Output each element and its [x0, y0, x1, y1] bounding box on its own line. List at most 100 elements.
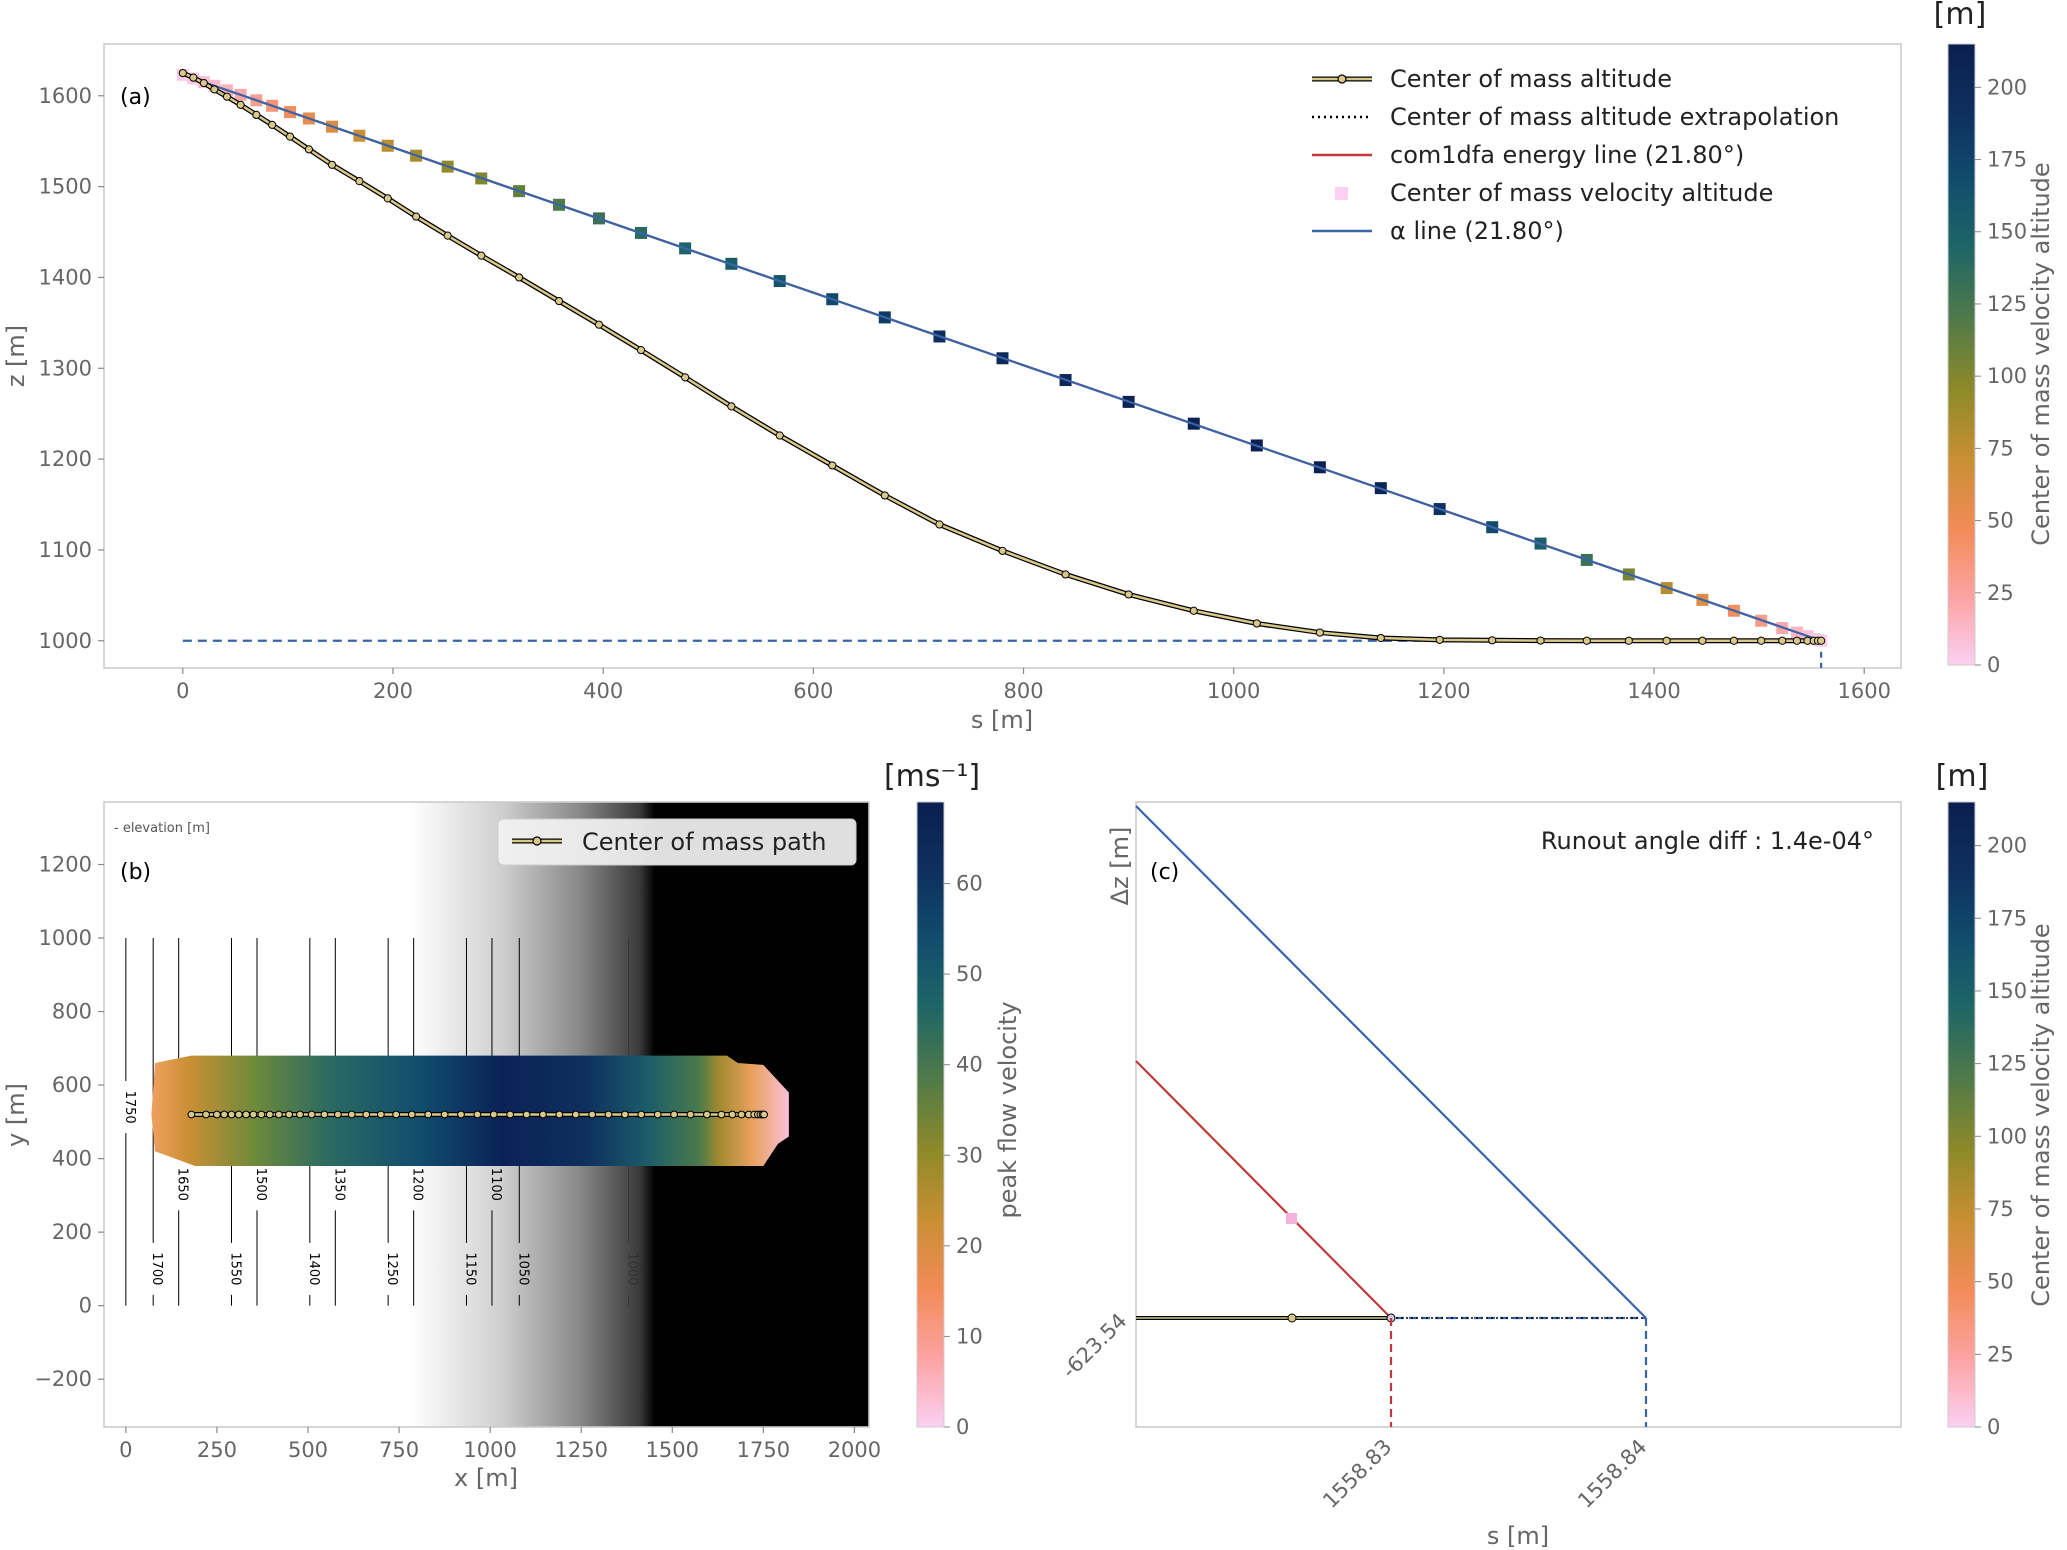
com-altitude-marker — [199, 78, 208, 88]
path-marker — [539, 1110, 547, 1119]
panel-b-y-label: y [m] — [2, 1083, 30, 1147]
com-altitude-marker — [1778, 636, 1787, 645]
panel-c-x-tick-2: 1558.84 — [1573, 1435, 1651, 1513]
com-altitude-marker — [1061, 570, 1070, 579]
path-marker — [702, 1110, 711, 1119]
colorbar-tick-label: 0 — [1987, 1415, 2000, 1439]
com-altitude-marker — [1488, 636, 1497, 645]
panel-b-tag: (b) — [120, 860, 151, 885]
panel-b-colorbar-label: peak flow velocity — [994, 1001, 1022, 1218]
contour-label: 1750 — [122, 1091, 137, 1124]
com-altitude-marker — [935, 520, 944, 529]
runout-angle-diff-note: Runout angle diff : 1.4e-04° — [1541, 827, 1874, 855]
contour-label: 1150 — [462, 1252, 477, 1285]
center-of-mass-path — [187, 1110, 768, 1119]
panel-c-frame — [1135, 801, 1902, 1428]
legend-path-label: Center of mass path — [582, 828, 826, 856]
path-marker — [407, 1110, 416, 1119]
colorbar-tick-label: 20 — [956, 1234, 983, 1258]
panel-a-y-ticks: 1000 1100 1200 1300 1400 1500 1600 — [39, 84, 104, 653]
panel-a: 0 200 400 600 800 1000 1200 1400 1600 1000110012… — [2, 0, 2055, 734]
com-altitude-marker — [1624, 636, 1633, 645]
path-marker — [571, 1110, 580, 1119]
path-marker — [296, 1110, 304, 1119]
path-marker — [249, 1110, 258, 1119]
x-tick-label: 1200 — [1417, 679, 1470, 703]
y-tick-label: 0 — [79, 1294, 92, 1318]
x-tick-label: 800 — [1003, 679, 1043, 703]
com-altitude-marker — [1252, 619, 1261, 628]
panel-b: 1750 1700 1650 1550 1500 1400 1350 1250 1200 1150… — [2, 759, 1022, 1492]
path-marker — [506, 1110, 515, 1119]
y-tick-label: 1000 — [39, 629, 92, 653]
path-marker — [320, 1110, 329, 1119]
colorbar-tick-label: 175 — [1987, 906, 2027, 930]
contour-label: 1200 — [410, 1168, 425, 1201]
path-marker — [522, 1110, 531, 1119]
panel-b-colorbar-unit: [ms⁻¹] — [884, 759, 980, 794]
y-tick-label: 600 — [52, 1073, 92, 1097]
path-marker — [653, 1110, 662, 1119]
com-altitude-marker — [1582, 636, 1591, 645]
path-marker — [728, 1110, 737, 1119]
com-altitude-marker — [1729, 636, 1739, 645]
y-tick-label: 1000 — [39, 926, 92, 950]
y-tick-label: 400 — [52, 1147, 92, 1171]
com-altitude-marker — [1757, 636, 1766, 645]
y-tick-label: 1200 — [39, 447, 92, 471]
path-marker — [213, 1110, 221, 1119]
path-marker — [604, 1110, 613, 1119]
x-tick-label: 1750 — [737, 1438, 790, 1462]
elevation-note: - elevation [m] — [114, 821, 210, 836]
panel-c-colorbar-ticks: 0 25 50 75 100 125 150 175 200 — [1975, 834, 2027, 1439]
path-marker — [187, 1110, 196, 1119]
com-altitude-marker — [828, 461, 837, 470]
colorbar-tick-label: 75 — [1987, 436, 2014, 460]
panel-a-colorbar-label: Center of mass velocity altitude — [2027, 162, 2055, 545]
colorbar-tick-label: 125 — [1987, 1052, 2027, 1076]
panel-c: (c) Runout angle diff : 1.4e-04° -623.54… — [1057, 759, 2055, 1550]
colorbar-tick-label: 150 — [1987, 220, 2027, 244]
colorbar-tick-label: 0 — [1987, 653, 2000, 677]
com-altitude-marker — [178, 68, 187, 78]
y-tick-label: 1400 — [39, 265, 92, 289]
alpha-line — [182, 73, 1822, 642]
colorbar-tick-label: 60 — [956, 872, 983, 896]
com-altitude-marker — [880, 491, 889, 500]
com-altitude-marker — [222, 92, 232, 101]
panel-c-x-label: s [m] — [1487, 1522, 1549, 1550]
colorbar-tick-label: 30 — [956, 1143, 983, 1167]
path-marker — [362, 1110, 371, 1119]
path-marker — [457, 1110, 465, 1119]
colorbar-tick-label: 125 — [1987, 292, 2027, 316]
path-marker — [737, 1110, 746, 1119]
path-marker — [376, 1110, 385, 1119]
panel-a-y-label: z [m] — [2, 325, 30, 387]
path-marker — [274, 1110, 283, 1119]
com-altitude-marker — [1698, 636, 1707, 645]
x-tick-label: 0 — [119, 1438, 132, 1462]
com-altitude-marker — [1124, 590, 1133, 599]
path-marker — [588, 1110, 597, 1119]
com-altitude-marker — [514, 273, 524, 282]
x-tick-label: 1600 — [1837, 679, 1890, 703]
path-marker — [242, 1110, 250, 1119]
path-marker — [440, 1110, 449, 1119]
com-altitude-marker — [1287, 1313, 1297, 1323]
contour-label: 1700 — [149, 1252, 164, 1285]
com-altitude-marker — [998, 546, 1007, 555]
panel-a-x-ticks: 0 200 400 600 800 1000 1200 1400 1600 — [176, 668, 1891, 703]
x-tick-label: 500 — [288, 1438, 328, 1462]
contour-label: 1400 — [306, 1252, 321, 1285]
x-tick-label: 1250 — [554, 1438, 607, 1462]
com-altitude-marker — [1792, 636, 1802, 645]
path-marker — [760, 1110, 768, 1119]
colorbar-tick-label: 75 — [1987, 1197, 2014, 1221]
panel-c-colorbar-label: Center of mass velocity altitude — [2027, 923, 2055, 1306]
path-marker — [265, 1110, 274, 1119]
x-tick-label: 0 — [176, 679, 189, 703]
legend-com-marker — [1337, 74, 1347, 84]
com-altitude-marker — [1817, 636, 1826, 645]
panel-c-colorbar — [1947, 801, 1976, 1428]
com-altitude-marker — [1315, 628, 1324, 637]
